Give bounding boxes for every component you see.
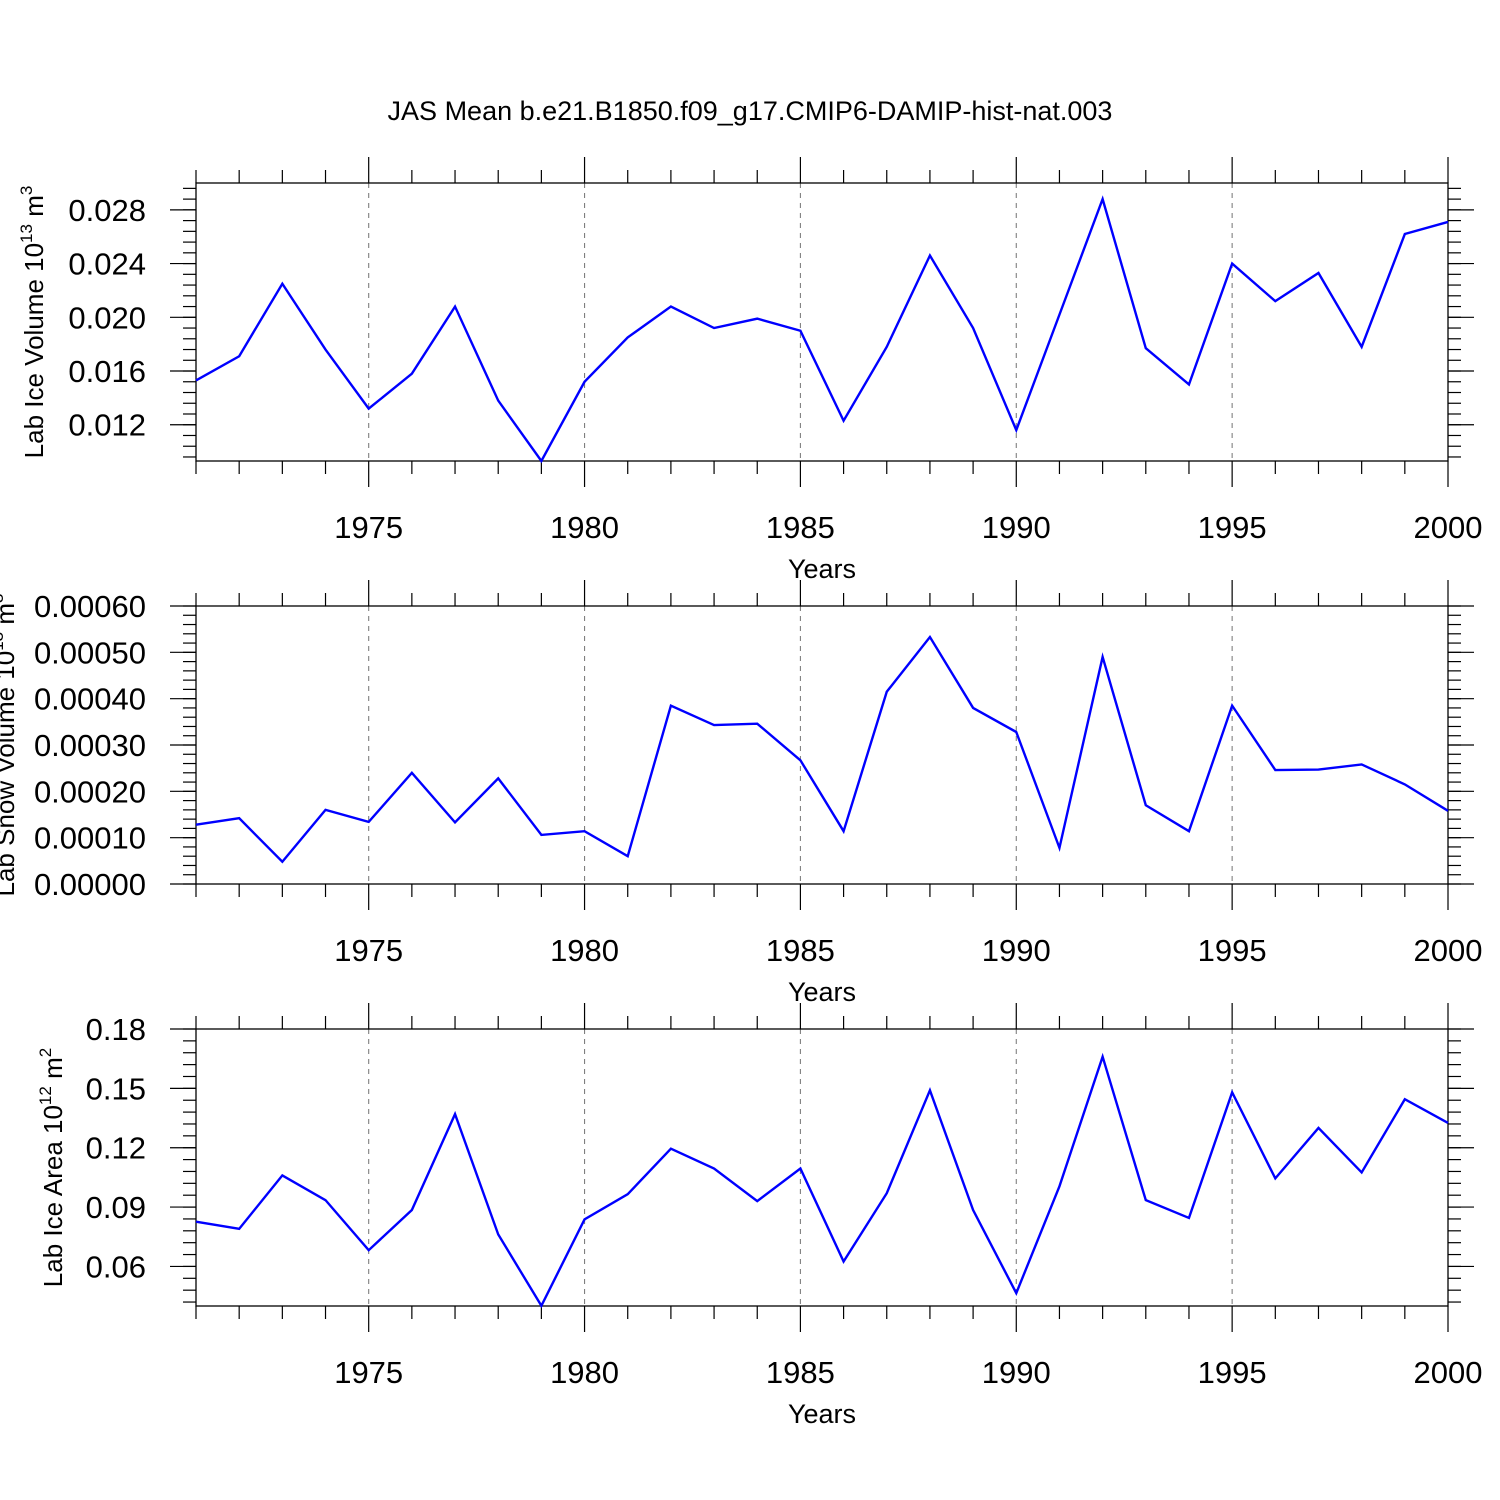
x-tick-label: 1990 <box>982 933 1051 968</box>
x-tick-label: 2000 <box>1414 1355 1483 1390</box>
x-tick-label: 1980 <box>550 510 619 545</box>
x-tick-label: 1995 <box>1198 1355 1267 1390</box>
panel-3: 1975 1980 1985 1990 1995 2000 Years 0.06 0.09 0.1… <box>36 1003 1482 1429</box>
panel-2: 1975 1980 1985 1990 1995 2000 Years 0.00000 0.00… <box>0 580 1482 1007</box>
x-axis-label: Years <box>788 977 856 1007</box>
series-line-1 <box>195 634 1449 864</box>
y-tick-label: 0.00010 <box>34 821 146 856</box>
y-axis-label: Lab Ice Area 1012 m2 <box>36 1048 68 1287</box>
x-tick-label: 1995 <box>1198 510 1267 545</box>
series-line-1 <box>195 1052 1449 1309</box>
x-axis-label: Years <box>788 554 856 584</box>
y-axis-label-exponent: 12 <box>36 1086 55 1105</box>
y-axis-label-text: Lab Snow Volume 10 <box>0 651 20 897</box>
y-axis-label-unit: m <box>19 195 49 224</box>
y-tick-label: 0.016 <box>68 354 146 389</box>
x-tick-label: 1975 <box>334 510 403 545</box>
x-tick-label: 1985 <box>766 510 835 545</box>
plot-frame <box>195 605 1449 885</box>
y-tick-label: 0.00040 <box>34 682 146 717</box>
y-tick-label: 0.18 <box>86 1012 146 1047</box>
y-tick-label: 0.012 <box>68 408 146 443</box>
y-axis-label: Lab Ice Volume 1013 m3 <box>17 186 49 459</box>
y-tick-label: 0.00050 <box>34 635 146 670</box>
y-tick-label: 0.12 <box>86 1131 146 1166</box>
y-axis-label-text: Lab Ice Volume 10 <box>19 243 49 458</box>
y-axis-label-exponent: 13 <box>0 632 7 651</box>
y-tick-label: 0.020 <box>68 300 146 335</box>
y-axis-label-text: Lab Ice Area 10 <box>38 1105 68 1287</box>
y-tick-label: 0.024 <box>68 247 146 282</box>
y-tick-label: 0.09 <box>86 1190 146 1225</box>
x-tick-label: 1980 <box>550 1355 619 1390</box>
x-tick-label: 1980 <box>550 933 619 968</box>
x-tick-label: 1975 <box>334 933 403 968</box>
x-tick-label: 1975 <box>334 1355 403 1390</box>
y-tick-label: 0.00030 <box>34 728 146 763</box>
y-axis-label-unit: m <box>38 1057 68 1086</box>
x-tick-label: 1995 <box>1198 933 1267 968</box>
y-tick-label: 0.028 <box>68 193 146 228</box>
plot-frame <box>195 182 1449 462</box>
series-line-1 <box>195 195 1449 464</box>
y-axis-label-unit: m <box>0 603 20 632</box>
y-axis-label-unit-exponent: 3 <box>17 186 36 195</box>
x-tick-label: 1990 <box>982 1355 1051 1390</box>
y-tick-label: 0.00000 <box>34 867 146 902</box>
panel-1: 1975 1980 1985 1990 1995 2000 Years 0.012 0.016 0… <box>17 157 1482 584</box>
y-axis-label-unit-exponent: 2 <box>36 1048 55 1057</box>
x-tick-label: 2000 <box>1414 933 1483 968</box>
x-tick-label: 2000 <box>1414 510 1483 545</box>
x-tick-label: 1985 <box>766 933 835 968</box>
x-tick-label: 1990 <box>982 510 1051 545</box>
figure-title: JAS Mean b.e21.B1850.f09_g17.CMIP6-DAMIP… <box>388 96 1113 126</box>
y-tick-label: 0.00060 <box>34 589 146 624</box>
plot-frame <box>195 1028 1449 1307</box>
y-tick-label: 0.15 <box>86 1071 146 1106</box>
y-axis-label-unit-exponent: 3 <box>0 593 7 602</box>
x-tick-label: 1985 <box>766 1355 835 1390</box>
x-axis-label: Years <box>788 1399 856 1429</box>
y-tick-label: 0.06 <box>86 1249 146 1284</box>
y-axis-label: Lab Snow Volume 1013 m3 <box>0 593 20 896</box>
y-axis-label-exponent: 13 <box>17 224 36 243</box>
y-tick-label: 0.00020 <box>34 774 146 809</box>
